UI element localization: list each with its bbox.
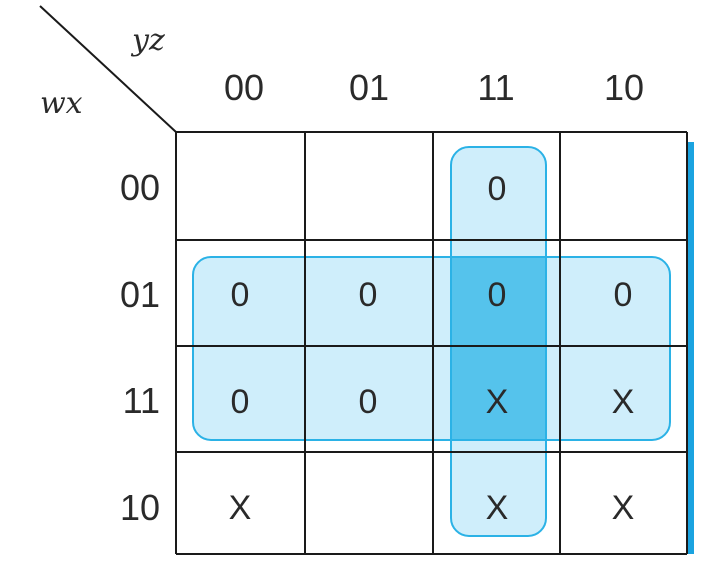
cell-r1-c2: 0 [488,276,507,314]
column-label-10: 10 [604,67,644,108]
column-label-01: 01 [349,67,389,108]
cell-r2-c1: 0 [359,383,378,421]
group-overlap [451,257,546,440]
column-label-00: 00 [224,67,264,108]
cell-r2-c0: 0 [231,383,250,421]
row-label-01: 01 [120,274,160,315]
cell-r2-c3: X [612,383,635,421]
cell-r1-c1: 0 [359,276,378,314]
cell-r3-c2: X [486,489,509,527]
group-row-block-outline [192,256,671,441]
cell-r1-c3: 0 [614,276,633,314]
column-variables-label: yz [130,23,165,58]
row-label-10: 10 [120,487,160,528]
column-label-11: 11 [477,67,514,108]
cell-r0-c2: 0 [488,170,507,208]
group-column-block-outline [450,146,547,537]
row-variables-label: wx [40,86,83,121]
corner-diagonal [39,5,177,133]
map-grid [175,131,688,555]
group-row-block-fill [193,257,670,440]
group-highlights [192,146,671,537]
cell-r3-c3: X [612,489,635,527]
cell-r3-c0: X [229,489,252,527]
accent-bar [687,142,694,554]
cell-values: 0 0 0 0 0 0 0 X X X X X [229,170,635,527]
cell-r1-c0: 0 [231,276,250,314]
row-label-11: 11 [123,380,160,421]
cell-r2-c2: X [486,383,509,421]
row-label-00: 00 [120,167,160,208]
